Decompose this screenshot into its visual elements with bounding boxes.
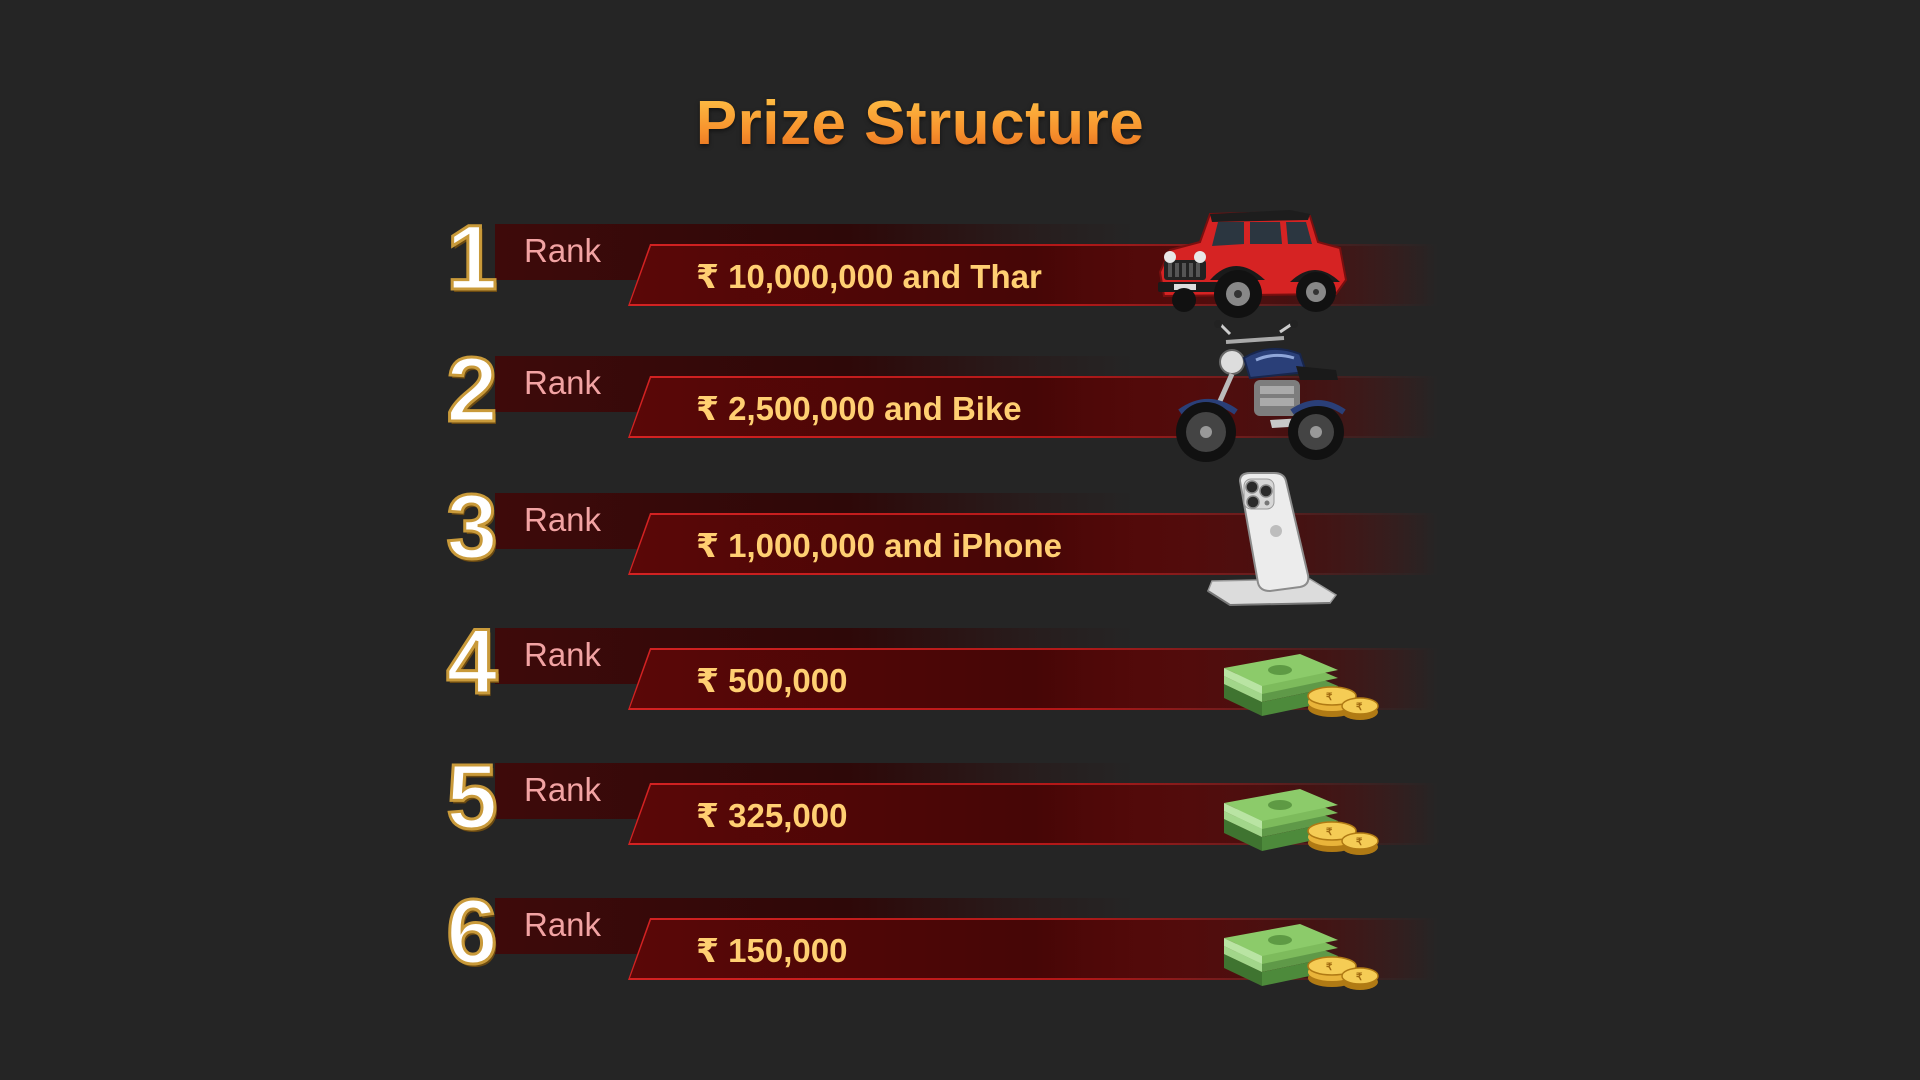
prize-amount: ₹ 1,000,000 and iPhone <box>696 527 1062 564</box>
rank-number: 1 <box>445 207 499 310</box>
rank-row-5: 5 Rank ₹ 325,000 ₹ ₹ <box>440 746 1440 857</box>
rank-row-2: 2 Rank ₹ 2,500,000 and Bike <box>440 320 1440 462</box>
rank-label: Rank <box>524 771 602 808</box>
rank-label: Rank <box>524 232 602 269</box>
money-icon: ₹ ₹ <box>1224 789 1379 855</box>
prize-amount: ₹ 500,000 <box>696 662 848 699</box>
svg-text:₹: ₹ <box>1356 702 1363 713</box>
rank-label: Rank <box>524 364 602 401</box>
prize-amount: ₹ 2,500,000 and Bike <box>696 390 1022 427</box>
rank-row-4: 4 Rank ₹ 500,000 ₹ ₹ <box>440 611 1440 722</box>
rank-number: 3 <box>445 476 499 579</box>
rank-number: 4 <box>445 611 499 714</box>
svg-text:₹: ₹ <box>1356 837 1363 848</box>
car-icon <box>1158 210 1348 318</box>
prize-amount: ₹ 10,000,000 and Thar <box>696 258 1042 295</box>
motorcycle-icon <box>1176 320 1346 462</box>
smartphone-icon <box>1207 472 1338 607</box>
rank-number: 6 <box>445 881 499 984</box>
prize-bar <box>628 513 1438 575</box>
money-icon: ₹ ₹ <box>1224 654 1379 720</box>
rank-number: 2 <box>445 339 499 442</box>
svg-text:₹: ₹ <box>1326 692 1333 703</box>
rank-row-6: 6 Rank ₹ 150,000 ₹ ₹ <box>440 881 1440 992</box>
money-icon: ₹ ₹ <box>1224 924 1379 990</box>
svg-text:₹: ₹ <box>1326 827 1333 838</box>
prize-amount: ₹ 150,000 <box>696 932 848 969</box>
rank-label: Rank <box>524 636 602 673</box>
rank-label: Rank <box>524 501 602 538</box>
rank-row-1: 1 Rank ₹ 10,000,000 and Thar <box>440 207 1440 318</box>
rank-label: Rank <box>524 906 602 943</box>
svg-text:₹: ₹ <box>1356 972 1363 983</box>
page-title: Prize Structure <box>0 88 1840 159</box>
rank-number: 5 <box>445 746 499 849</box>
prize-amount: ₹ 325,000 <box>696 797 848 834</box>
svg-text:₹: ₹ <box>1326 962 1333 973</box>
rank-row-3: 3 Rank ₹ 1,000,000 and iPhone <box>440 472 1440 607</box>
